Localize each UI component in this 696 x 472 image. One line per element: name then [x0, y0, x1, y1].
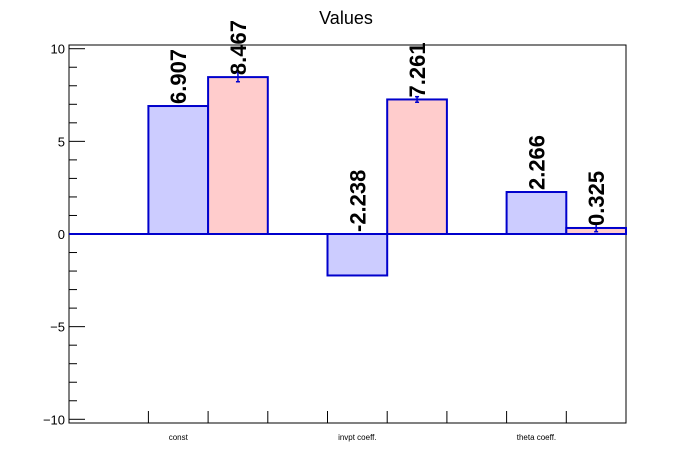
y-tick-label: −5 — [50, 320, 65, 335]
bar — [386, 98, 448, 235]
bar — [207, 76, 269, 236]
data-label: 8.467 — [226, 20, 251, 75]
bar — [505, 191, 568, 236]
bars — [69, 71, 628, 277]
x-category-label: const — [169, 433, 189, 442]
data-label: -2.238 — [345, 170, 370, 232]
x-category-label: theta coeff. — [517, 433, 556, 442]
data-labels: 6.907 -2.238 2.266 8.467 7.261 0.325 — [166, 20, 609, 232]
y-tick-label: 10 — [51, 42, 65, 57]
chart-title: Values — [319, 8, 373, 28]
bar — [326, 233, 389, 277]
data-label: 7.261 — [405, 42, 430, 97]
y-tick-label: 5 — [58, 134, 65, 149]
data-label: 0.325 — [584, 171, 609, 226]
bar — [147, 105, 210, 235]
axes: −10 −5 0 5 10 const invpt coeff. theta coeff. — [43, 42, 627, 442]
data-label: 2.266 — [524, 135, 549, 190]
x-category-label: invpt coeff. — [338, 433, 377, 442]
y-tick-label: 0 — [58, 227, 65, 242]
y-tick-label: −10 — [43, 412, 65, 427]
data-label: 6.907 — [166, 49, 191, 104]
